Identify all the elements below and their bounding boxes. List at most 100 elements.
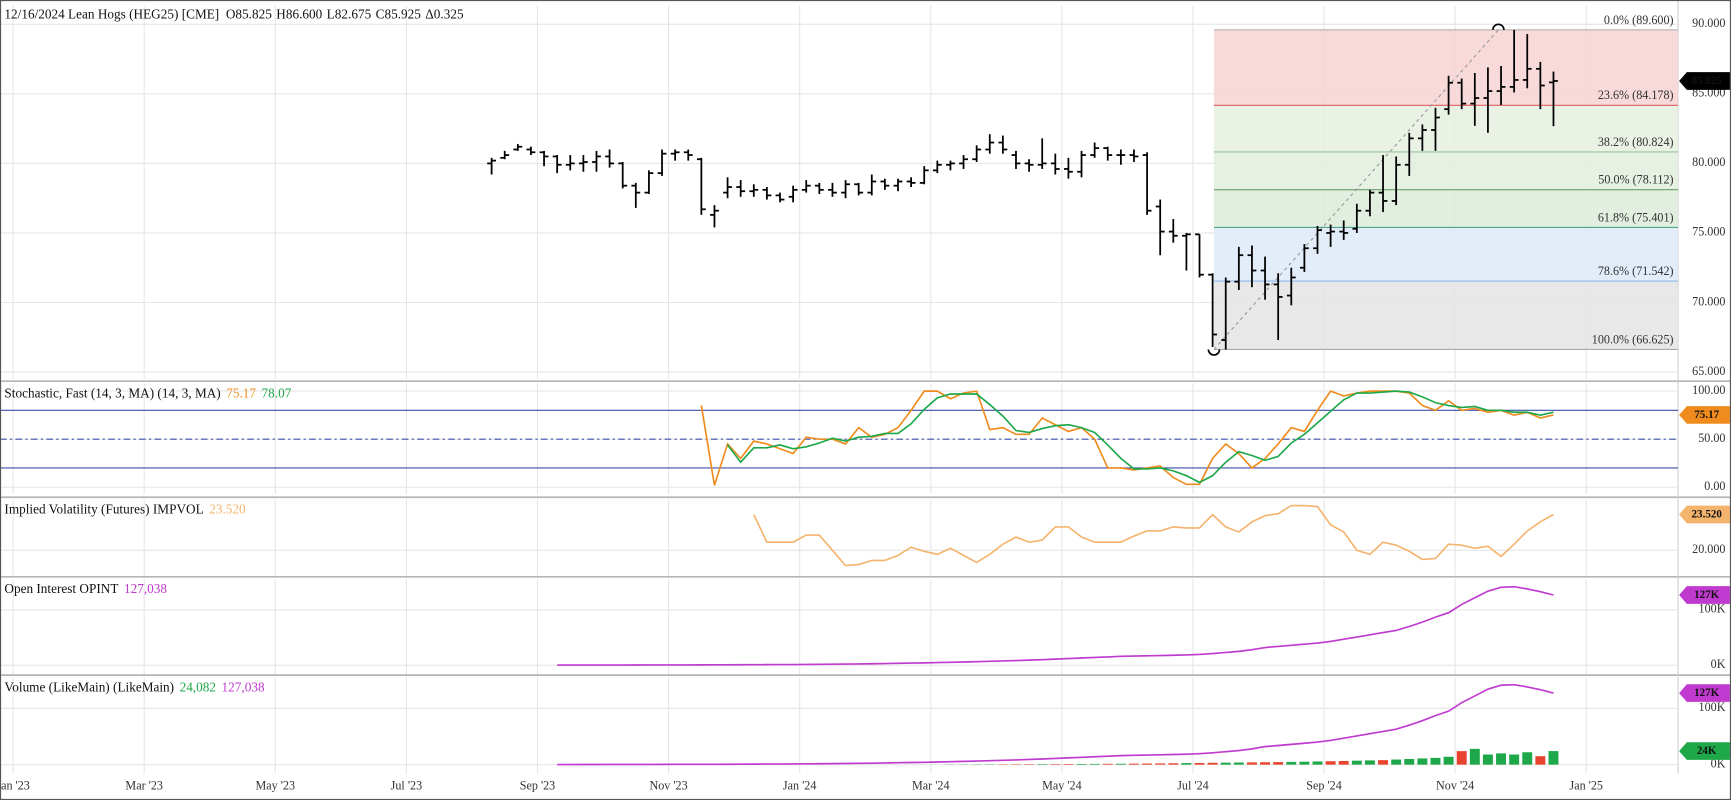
price-tag: 85.925 — [1692, 75, 1723, 87]
volume-bar — [1142, 763, 1153, 765]
y-tick-label: 70.000 — [1692, 294, 1725, 308]
y-tick-label: 0K — [1711, 756, 1726, 770]
fib-zone — [1213, 105, 1679, 152]
volume-bar — [1509, 754, 1520, 765]
volume-bar — [1548, 751, 1559, 765]
y-tick-label: 75.000 — [1692, 225, 1725, 239]
open-interest-tag: 127K — [1694, 687, 1720, 699]
volume-bar — [1535, 756, 1546, 765]
volume-bar — [1430, 757, 1441, 765]
volume-bar — [1246, 762, 1257, 765]
volume-bar — [1168, 763, 1179, 765]
fib-zone — [1213, 189, 1679, 228]
value-tag-bg — [1679, 505, 1730, 524]
x-tick-label: May '24 — [1042, 779, 1082, 793]
open-interest-line — [557, 683, 1554, 766]
fib-level-label: 23.6% (84.178) — [1598, 88, 1674, 102]
panel-value: 75.17 — [226, 386, 256, 401]
volume-bar — [1364, 760, 1375, 765]
x-tick-label: Jan '24 — [783, 779, 817, 793]
open-interest-tag-bg — [1679, 684, 1730, 702]
volume-bar — [1233, 762, 1244, 765]
panel-title: Implied Volatility (Futures) IMPVOL 23.52… — [4, 502, 246, 517]
volume-bar — [1102, 763, 1113, 765]
y-tick-label: 0K — [1711, 657, 1726, 671]
volume-bar — [1220, 762, 1231, 765]
x-tick-label: Jul '24 — [1177, 779, 1208, 793]
volume-bar — [1286, 761, 1297, 765]
volume-bar — [1443, 756, 1454, 765]
volume-bar — [1194, 762, 1205, 765]
fib-trend-line — [1213, 29, 1499, 350]
value-tag: 127K — [1694, 589, 1720, 601]
fib-level-label: 78.6% (71.542) — [1598, 264, 1674, 278]
volume-bar — [1417, 758, 1428, 765]
y-tick-label: 100K — [1699, 700, 1726, 714]
value-tag: 75.17 — [1694, 409, 1719, 421]
volume-tag-bg — [1679, 742, 1730, 760]
volume-bar — [1325, 761, 1336, 765]
volume-bar — [1155, 763, 1166, 765]
volume-bar — [1260, 762, 1271, 765]
x-tick-label: Nov '24 — [1436, 779, 1474, 793]
volume-bar — [1089, 763, 1100, 765]
panel-value: 23.520 — [209, 502, 246, 517]
fib-anchor-low — [1207, 349, 1221, 356]
header: 12/16/2024 Lean Hogs (HEG25) [CME] O85.82… — [4, 7, 464, 22]
volume-bar — [1063, 764, 1074, 765]
quote-change: Δ0.325 — [425, 7, 464, 22]
volume-bar — [1496, 753, 1507, 765]
volume-bar — [1299, 761, 1310, 765]
volume-bar — [1115, 763, 1126, 765]
series-line — [557, 585, 1554, 666]
panel-title: Volume (LikeMain) (LikeMain) 24,082 127,03… — [4, 679, 265, 694]
y-tick-label: 0.00 — [1704, 479, 1725, 493]
fib-level-label: 50.0% (78.112) — [1598, 173, 1673, 187]
volume-tag: 24K — [1697, 745, 1717, 757]
x-tick-label: Jan '25 — [1569, 779, 1603, 793]
volume-bar — [1338, 760, 1349, 765]
x-tick-label: Nov '23 — [649, 779, 687, 793]
x-tick-label: Mar '23 — [125, 779, 163, 793]
fib-level-label: 61.8% (75.401) — [1598, 210, 1674, 224]
x-tick-label: Mar '24 — [912, 779, 950, 793]
volume-bar — [1207, 762, 1218, 765]
volume-bar — [1037, 764, 1048, 765]
panel-title-text: Volume (LikeMain) (LikeMain) — [4, 679, 174, 694]
y-tick-label: 100.00 — [1692, 383, 1725, 397]
y-tick-label: 90.000 — [1692, 16, 1725, 30]
panel-value: 127,038 — [222, 679, 265, 694]
volume-bar — [1378, 760, 1389, 765]
value-tag-bg — [1679, 406, 1730, 424]
y-tick-label: 20.000 — [1692, 542, 1725, 556]
y-tick-label: 100K — [1699, 602, 1726, 616]
panel-value: 78.07 — [262, 386, 292, 401]
panel-value: 24,082 — [180, 679, 216, 694]
quote-high: H86.600 — [276, 7, 322, 22]
panel-title-text: Stochastic, Fast (14, 3, MA) (14, 3, MA) — [4, 386, 220, 401]
panel-title-text: Open Interest OPINT — [4, 581, 118, 596]
volume-bar — [1181, 763, 1192, 765]
volume-bar — [1404, 759, 1415, 765]
series-line — [726, 390, 1554, 484]
volume-bar — [1273, 762, 1284, 765]
series-line — [700, 390, 1554, 486]
fib-level-label: 38.2% (80.824) — [1598, 135, 1674, 149]
volume-bar — [1050, 764, 1061, 765]
panel-title: Open Interest OPINT 127,038 — [4, 581, 167, 596]
volume-bar — [1456, 751, 1467, 765]
x-tick-label: May '23 — [256, 779, 296, 793]
fib-zone — [1213, 29, 1679, 106]
panel-title: Stochastic, Fast (14, 3, MA) (14, 3, MA)… — [4, 386, 291, 401]
header-title: 12/16/2024 Lean Hogs (HEG25) [CME] — [4, 7, 219, 22]
panel-value: 127,038 — [124, 581, 167, 596]
series-line — [753, 504, 1554, 567]
value-tag-bg — [1679, 586, 1730, 604]
volume-bar — [1076, 763, 1087, 765]
volume-bar — [1482, 754, 1493, 765]
y-tick-label: 50.00 — [1698, 431, 1725, 445]
